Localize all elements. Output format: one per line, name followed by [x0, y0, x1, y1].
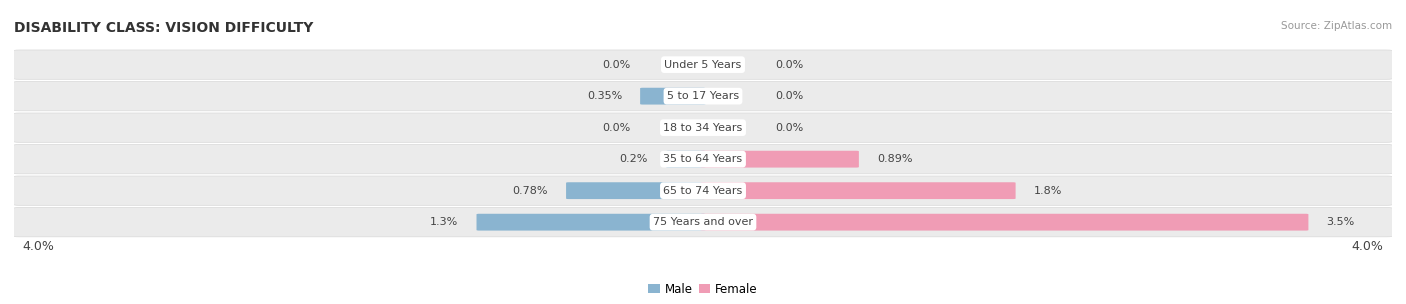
FancyBboxPatch shape [700, 214, 1309, 230]
FancyBboxPatch shape [13, 144, 1393, 174]
Text: 18 to 34 Years: 18 to 34 Years [664, 123, 742, 133]
Text: 65 to 74 Years: 65 to 74 Years [664, 186, 742, 196]
Text: 0.0%: 0.0% [602, 123, 631, 133]
FancyBboxPatch shape [700, 151, 859, 168]
Text: 0.35%: 0.35% [586, 91, 621, 101]
FancyBboxPatch shape [477, 214, 706, 230]
FancyBboxPatch shape [666, 151, 706, 168]
Text: 0.78%: 0.78% [513, 186, 548, 196]
Text: 0.2%: 0.2% [620, 154, 648, 164]
Text: 4.0%: 4.0% [1351, 240, 1384, 253]
Text: 75 Years and over: 75 Years and over [652, 217, 754, 227]
FancyBboxPatch shape [13, 50, 1393, 79]
FancyBboxPatch shape [640, 88, 706, 105]
FancyBboxPatch shape [567, 182, 706, 199]
Text: 0.0%: 0.0% [602, 60, 631, 70]
Text: 5 to 17 Years: 5 to 17 Years [666, 91, 740, 101]
FancyBboxPatch shape [13, 113, 1393, 142]
Text: DISABILITY CLASS: VISION DIFFICULTY: DISABILITY CLASS: VISION DIFFICULTY [14, 21, 314, 35]
Text: 1.3%: 1.3% [430, 217, 458, 227]
Text: 1.8%: 1.8% [1033, 186, 1062, 196]
FancyBboxPatch shape [13, 81, 1393, 111]
Text: 0.0%: 0.0% [775, 91, 804, 101]
Text: 0.0%: 0.0% [775, 123, 804, 133]
Legend: Male, Female: Male, Female [644, 278, 762, 300]
FancyBboxPatch shape [13, 208, 1393, 237]
Text: 0.89%: 0.89% [877, 154, 912, 164]
FancyBboxPatch shape [13, 176, 1393, 205]
Text: 3.5%: 3.5% [1326, 217, 1355, 227]
FancyBboxPatch shape [700, 182, 1015, 199]
Text: 4.0%: 4.0% [22, 240, 55, 253]
Text: Source: ZipAtlas.com: Source: ZipAtlas.com [1281, 21, 1392, 31]
Text: 0.0%: 0.0% [775, 60, 804, 70]
Text: Under 5 Years: Under 5 Years [665, 60, 741, 70]
Text: 35 to 64 Years: 35 to 64 Years [664, 154, 742, 164]
